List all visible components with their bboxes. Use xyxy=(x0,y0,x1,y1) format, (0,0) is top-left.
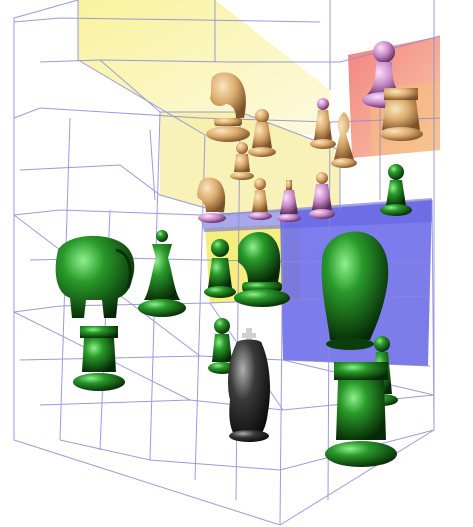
green-pawn-top-right[interactable] xyxy=(380,164,412,216)
pieces-lower-level xyxy=(55,230,398,467)
tan-pawn-small[interactable] xyxy=(230,142,254,180)
green-queen[interactable] xyxy=(138,230,186,317)
green-rook-right[interactable] xyxy=(325,362,397,467)
tan-knight-top[interactable] xyxy=(206,72,250,142)
pieces-middle-level xyxy=(197,142,412,223)
tan-knight-mid[interactable] xyxy=(197,177,226,224)
tan-rook-top[interactable] xyxy=(379,88,423,141)
green-elephant[interactable] xyxy=(55,235,135,318)
pink-king-mid[interactable] xyxy=(277,180,301,222)
tan-bishop-top[interactable] xyxy=(331,112,357,168)
green-pawn-front[interactable] xyxy=(208,318,236,374)
pink-pawn-mid[interactable] xyxy=(310,98,336,149)
highlight-yellow-top[interactable] xyxy=(78,0,330,135)
pieces-top-level xyxy=(206,41,423,168)
green-knight-center[interactable] xyxy=(234,231,290,307)
tan-pawn-top[interactable] xyxy=(248,109,276,157)
pink-bishop-mid[interactable] xyxy=(309,172,335,219)
tan-pawn-mid[interactable] xyxy=(248,178,272,220)
black-king[interactable] xyxy=(228,328,270,442)
green-knight-large[interactable] xyxy=(321,231,389,350)
green-rook-left[interactable] xyxy=(73,326,125,391)
green-pawn-back[interactable] xyxy=(204,239,236,298)
